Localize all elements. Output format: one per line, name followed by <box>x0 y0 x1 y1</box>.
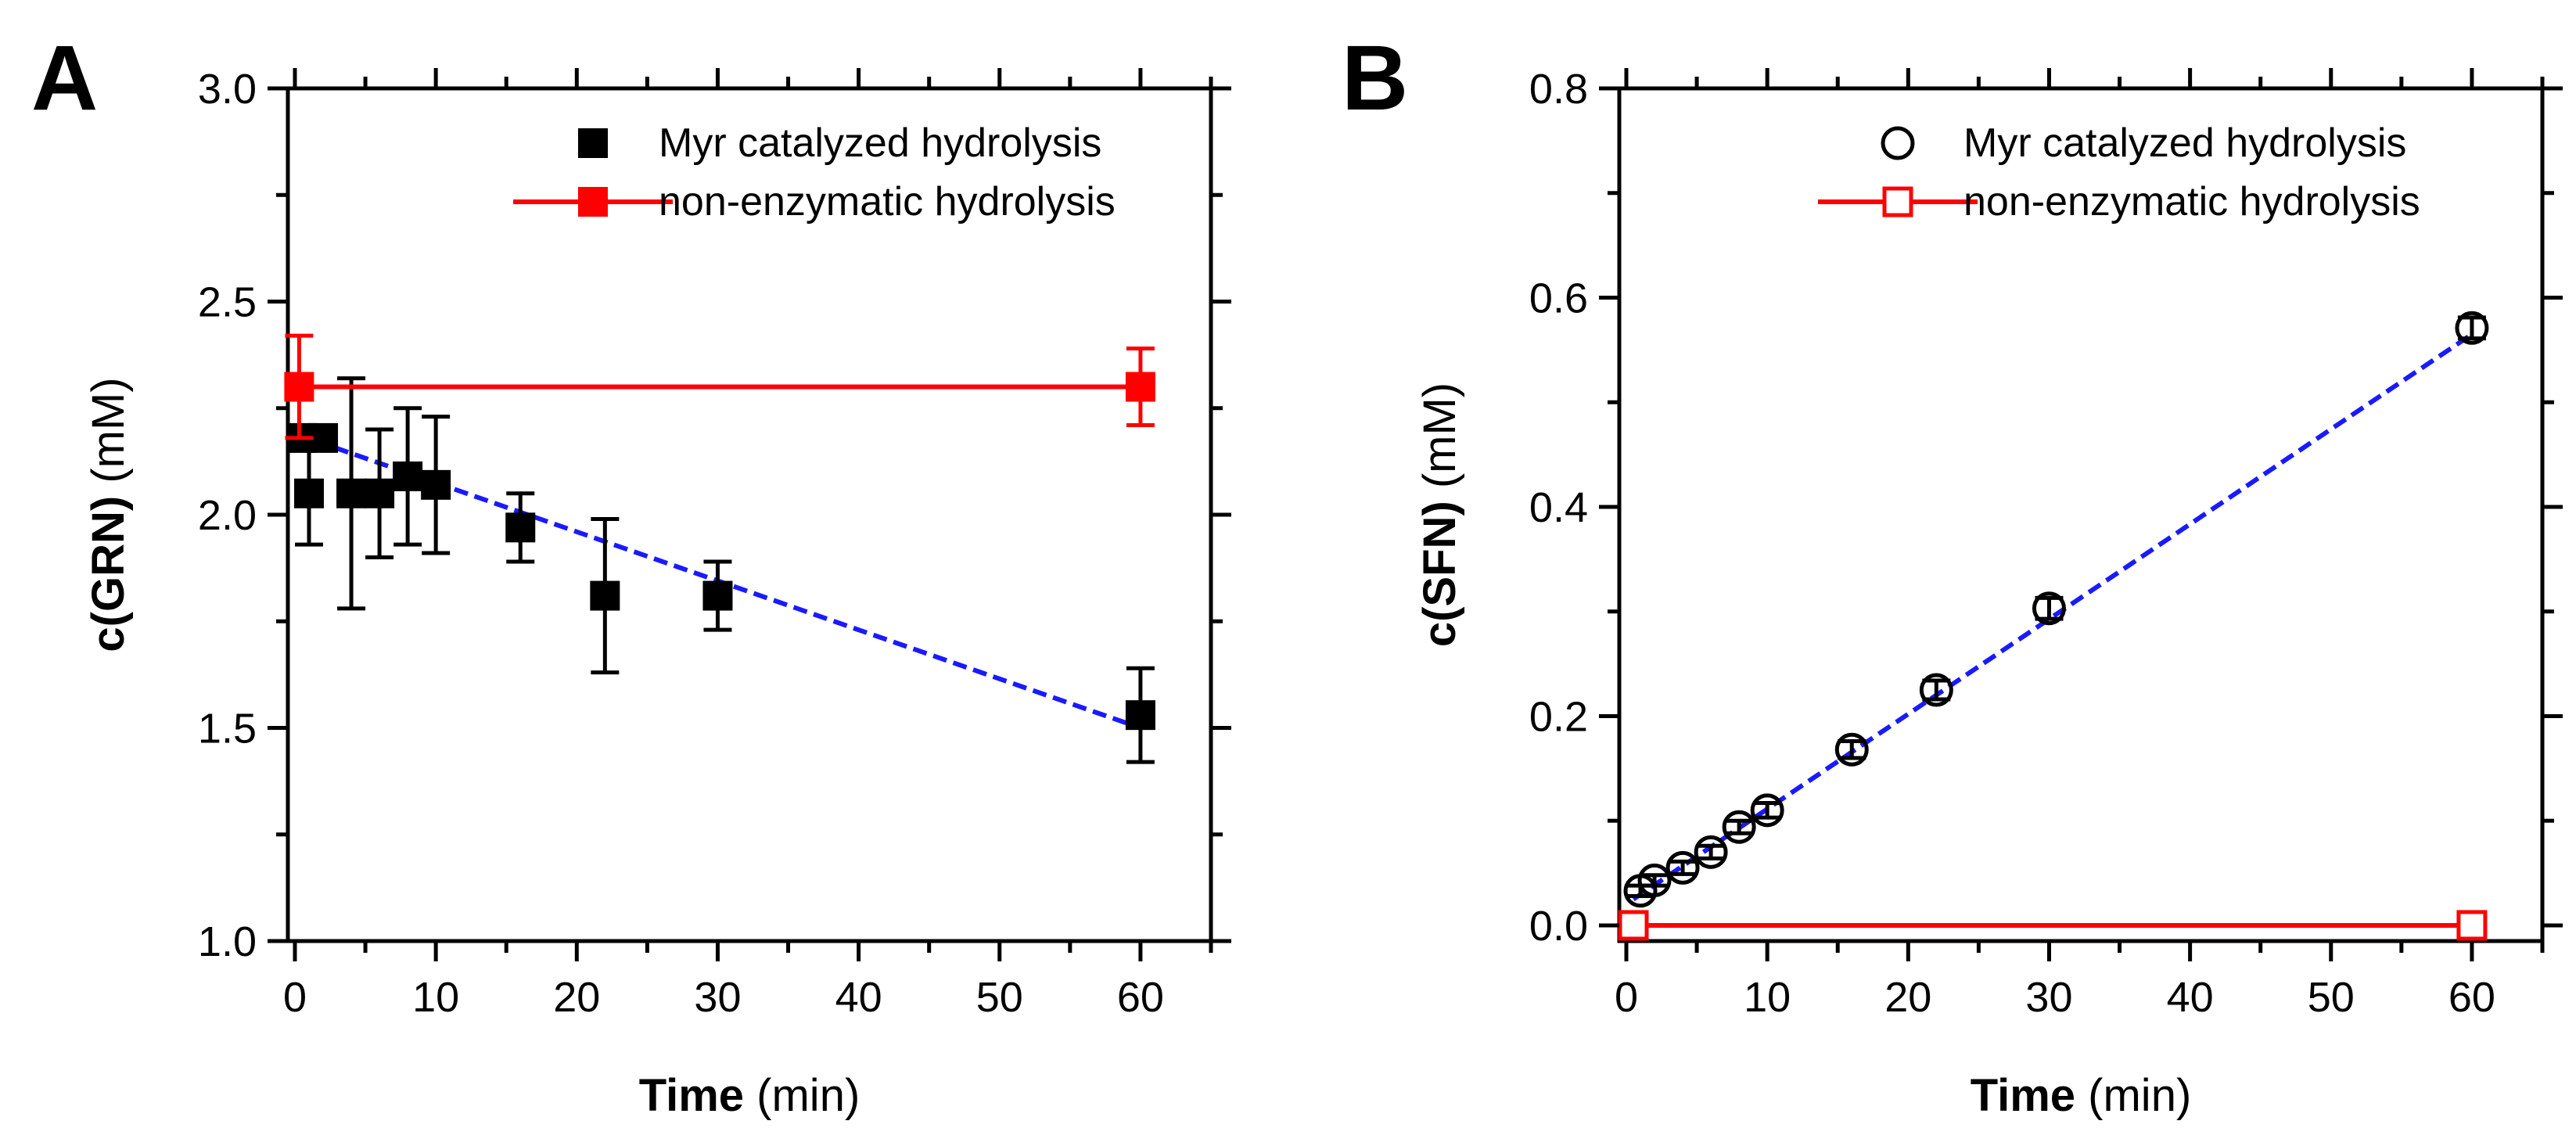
panel-a-series-1-point <box>284 372 314 402</box>
panel-a-xtick-label: 50 <box>976 974 1023 1021</box>
panel-b-xlabel: Time (min) <box>1971 1070 2192 1121</box>
panel-a-ytick-label: 2.5 <box>198 279 257 326</box>
panel-a-ytick-label: 1.0 <box>198 918 257 965</box>
panel-a-xlabel-unit: (min) <box>744 1070 860 1121</box>
panel-b-series-1-point <box>2456 910 2488 941</box>
panel-a-xtick-label: 20 <box>553 974 600 1021</box>
panel-b-series-0-point <box>1722 810 1756 844</box>
panel-b-legend-label-0: Myr catalyzed hydrolysis <box>1963 120 2406 166</box>
panel-a-series-0-point <box>336 478 367 508</box>
panel-b-fit-layer <box>1632 332 2474 901</box>
panel-a-xtick-label: 10 <box>412 974 459 1021</box>
panel-b-ylabel: c(SFN) (mM) <box>1414 383 1465 647</box>
panel-b-xlabel-unit: (min) <box>2075 1070 2191 1121</box>
panel-a-ytick-labels: 1.0 1.5 2.0 2.5 3.0 <box>198 66 257 965</box>
panel-a-xtick-label: 30 <box>694 974 741 1021</box>
panel-a-legend-label-0: Myr catalyzed hydrolysis <box>659 120 1101 166</box>
panel-a-legend-marker-0 <box>578 128 608 158</box>
panel-a-xlabel-name: Time <box>639 1070 744 1121</box>
panel-a-series-0-point <box>702 580 733 611</box>
panel-a-series-0-point <box>505 512 536 543</box>
panel-a-xtick-label: 60 <box>1117 974 1164 1021</box>
panel-a-series-0-point <box>365 478 395 508</box>
panel-a-xlabel: Time (min) <box>639 1070 860 1121</box>
panel-a-letter: A <box>31 27 98 130</box>
panel-b-series-layer <box>1618 311 2489 941</box>
panel-b-series-1-point <box>1618 910 1649 941</box>
panel-b-letter: B <box>1342 27 1408 130</box>
panel-b-series-0 <box>1623 311 2489 908</box>
panel-a-series-0-point <box>1125 700 1155 731</box>
panel-b-xtick-label: 50 <box>2308 974 2355 1021</box>
panel-b-series-1 <box>1618 910 2488 941</box>
panel-b-xtick-label: 40 <box>2167 974 2214 1021</box>
panel-b-ytick-label: 0.6 <box>1529 275 1588 322</box>
panel-a-legend-symbol-1 <box>578 187 608 217</box>
panel-b-plot-frame <box>1617 86 2545 943</box>
panel-a-legend-label-1: non-enzymatic hydrolysis <box>659 179 1116 225</box>
panel-b-xlabel-name: Time <box>1971 1070 2075 1121</box>
panel-a-ytick-label: 3.0 <box>198 66 257 113</box>
panel-b-legend-marker-0 <box>1881 126 1915 160</box>
panel-a-legend: Myr catalyzed hydrolysis non-enzymatic h… <box>513 120 1116 225</box>
panel-b-xtick-label: 10 <box>1744 974 1791 1021</box>
panel-a-xtick-labels: 0 10 20 30 40 50 60 <box>283 974 1164 1021</box>
panel-b-ticks <box>1599 68 2563 961</box>
panel-a-ticks <box>268 68 1231 961</box>
panel-b-ylabel-unit: (mM) <box>1414 383 1465 501</box>
panel-b-ytick-label: 0.0 <box>1529 903 1588 950</box>
panel-b-ylabel-name: c(SFN) <box>1414 501 1465 647</box>
panel-a-legend-marker-1 <box>513 187 673 217</box>
panel-b-fit-line <box>1632 332 2474 901</box>
panel-b-ytick-label: 0.8 <box>1529 66 1588 113</box>
panel-b-legend-label-1: non-enzymatic hydrolysis <box>1963 179 2420 225</box>
panel-a-series-0-point <box>294 478 325 508</box>
panel-b-legend-symbol-0 <box>1881 126 1915 160</box>
panel-b-xtick-label: 0 <box>1615 974 1638 1021</box>
panel-a-ylabel: c(GRN) (mM) <box>83 377 134 652</box>
panel-a-series-0-point <box>421 469 451 500</box>
panel-a-series-layer <box>284 333 1155 764</box>
panel-b-series-0-point <box>1919 673 1953 707</box>
panel-b-xtick-label: 20 <box>1884 974 1931 1021</box>
panel-a-series-0-point <box>590 580 620 611</box>
panel-b-legend-marker-1 <box>1818 186 1978 217</box>
panel-b-series-0-point <box>1750 793 1784 828</box>
panel-a-series-0-point <box>393 461 423 491</box>
panel-a-xtick-label: 0 <box>283 974 307 1021</box>
panel-b-series-0-point <box>1637 863 1672 897</box>
panel-a-legend-symbol-0 <box>578 128 608 158</box>
panel-b-legend-symbol-1 <box>1882 186 1913 217</box>
panel-b: B 0 10 20 30 40 50 60 0.0 0.2 0.4 0.6 0.8 Time (mi… <box>1342 27 2563 1121</box>
panel-b-ytick-labels: 0.0 0.2 0.4 0.6 0.8 <box>1529 66 1588 950</box>
panel-a-ylabel-name: c(GRN) <box>83 496 134 652</box>
panel-a-series-1 <box>284 333 1155 440</box>
panel-b-series-0-point <box>1694 835 1728 869</box>
panel-a-ytick-label: 2.0 <box>198 492 257 539</box>
panel-b-xtick-label: 30 <box>2025 974 2072 1021</box>
panel-b-legend: Myr catalyzed hydrolysis non-enzymatic h… <box>1818 120 2420 225</box>
panel-b-series-0-point <box>2455 311 2489 345</box>
panel-a-series-1-point <box>1125 372 1155 402</box>
panel-b-xtick-label: 60 <box>2448 974 2495 1021</box>
panel-b-xtick-labels: 0 10 20 30 40 50 60 <box>1615 974 2495 1021</box>
panel-b-series-0-point <box>2032 591 2066 626</box>
panel-a-series-0 <box>287 376 1155 764</box>
panel-a-ylabel-unit: (mM) <box>83 377 134 495</box>
panel-b-ytick-label: 0.4 <box>1529 484 1588 531</box>
panel-a: A 0 10 20 30 40 50 60 1.0 1.5 2.0 2.5 3.0 Time (mi… <box>31 27 1231 1121</box>
panel-a-ytick-label: 1.5 <box>198 706 257 753</box>
panel-a-xtick-label: 40 <box>835 974 882 1021</box>
panel-b-ytick-label: 0.2 <box>1529 693 1588 740</box>
panel-b-series-0-point <box>1665 850 1700 885</box>
panel-b-series-0-point <box>1834 732 1869 767</box>
